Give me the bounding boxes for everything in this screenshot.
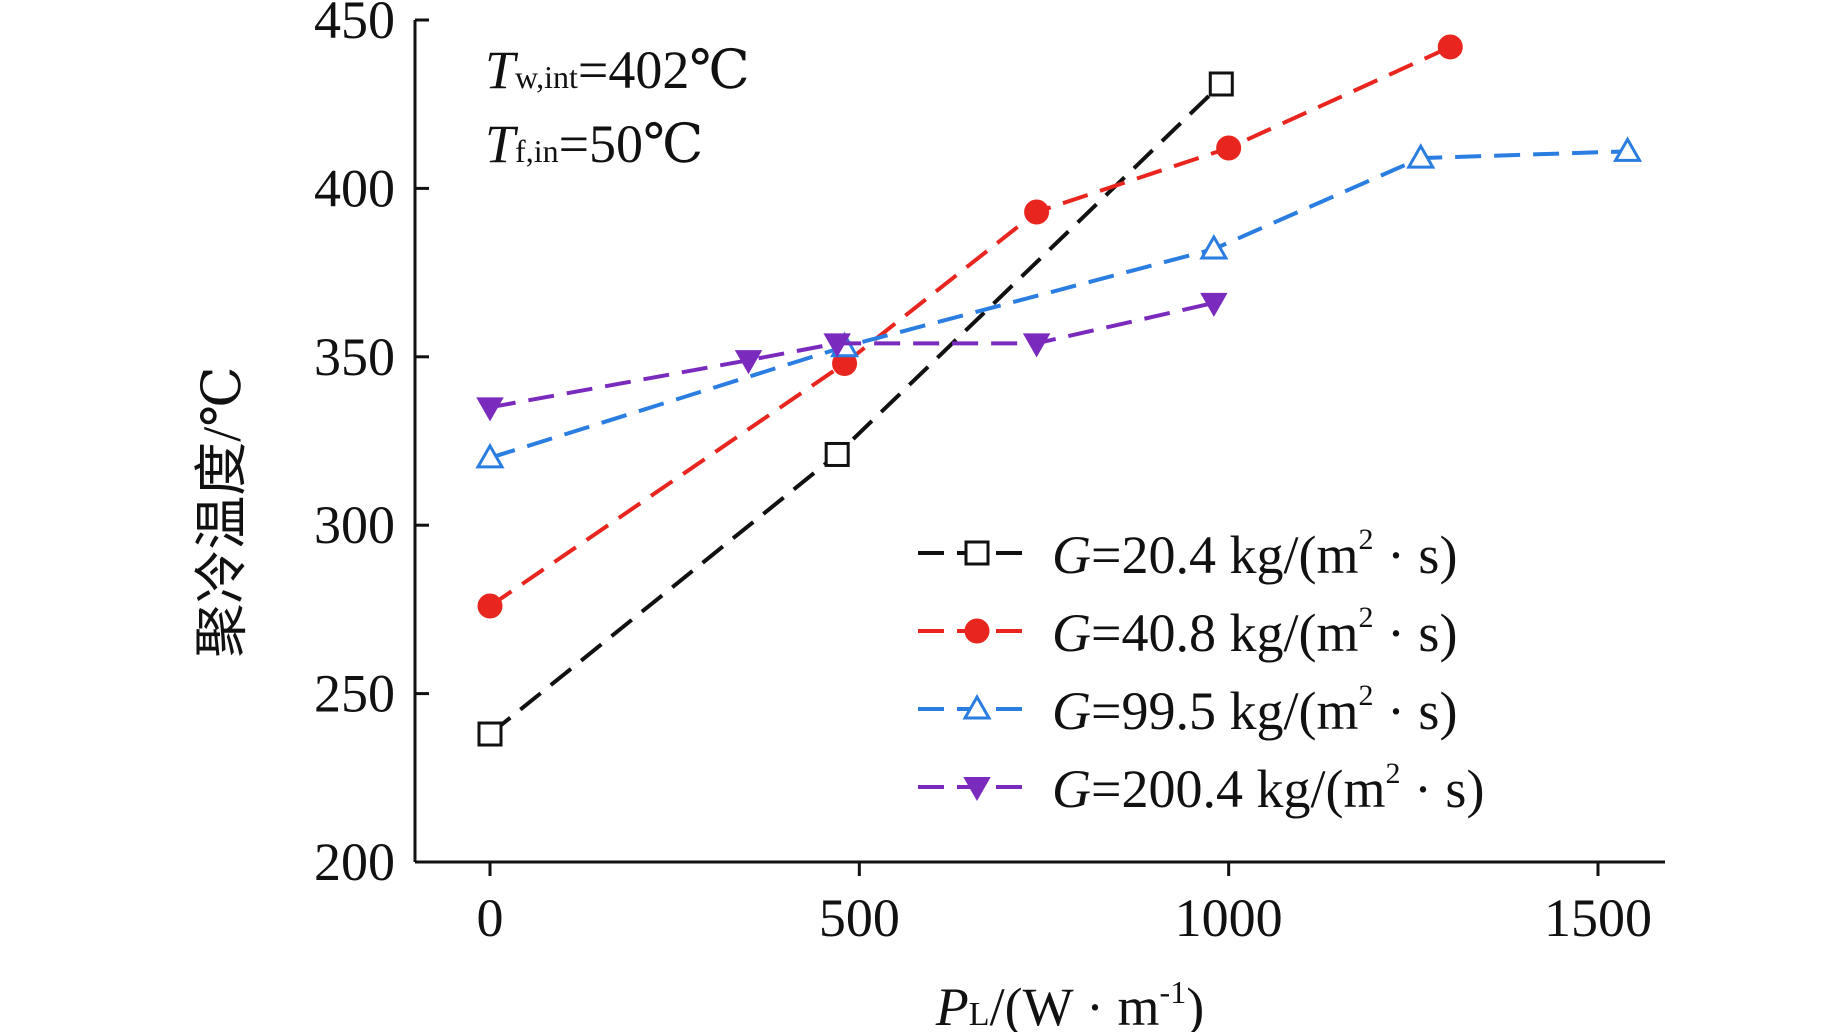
- x-tick-label: 500: [819, 888, 900, 948]
- x-tick-label: 1000: [1175, 888, 1283, 948]
- data-point: [476, 397, 504, 422]
- annotation-text: Tw,int=402℃: [485, 40, 750, 100]
- data-point: [1208, 71, 1234, 97]
- series-layer: [475, 34, 1643, 747]
- legend-marker: [964, 618, 990, 644]
- data-point: [1437, 34, 1463, 60]
- data-point: [1612, 136, 1643, 162]
- axes: 0 500 1000 1500 200 250 300 350 400 450: [314, 0, 1665, 948]
- data-point: [1406, 143, 1436, 169]
- data-point: [1024, 199, 1050, 225]
- y-axis-title: 聚冷温度/℃: [192, 366, 252, 657]
- data-point: [1199, 234, 1229, 260]
- legend: G=20.4 kg/(m2 · s) G=40.8 kg/(m2 · s) G=99…: [918, 523, 1484, 819]
- legend-marker: [963, 777, 991, 802]
- x-axis-title: PL/(W · m-1): [935, 974, 1204, 1032]
- legend-marker: [964, 540, 990, 566]
- y-tick-label: 450: [314, 0, 395, 50]
- legend-item: G=99.5 kg/(m2 · s): [918, 679, 1457, 741]
- data-point: [1216, 135, 1242, 161]
- annotation-text: Tf,in=50℃: [485, 114, 703, 174]
- y-tick-label: 200: [314, 832, 395, 892]
- series-2: [475, 136, 1643, 469]
- series-0: [477, 71, 1234, 747]
- data-point: [477, 721, 503, 747]
- y-tick-label: 300: [314, 495, 395, 555]
- x-tick-label: 1500: [1544, 888, 1652, 948]
- annotation-inlet-temperature: Tf,in=50℃: [485, 114, 703, 174]
- y-tick-label: 400: [314, 158, 395, 218]
- legend-item: G=40.8 kg/(m2 · s): [918, 601, 1457, 663]
- data-point: [475, 442, 505, 469]
- x-ticks: 0 500 1000 1500: [477, 862, 1652, 948]
- series-line: [489, 149, 1628, 460]
- legend-label: G=20.4 kg/(m2 · s): [1052, 523, 1457, 585]
- legend-item: G=200.4 kg/(m2 · s): [918, 757, 1484, 819]
- legend-label: G=200.4 kg/(m2 · s): [1052, 757, 1484, 819]
- annotation-wall-temperature: Tw,int=402℃: [485, 40, 750, 100]
- data-point: [1022, 333, 1051, 358]
- legend-label: G=99.5 kg/(m2 · s): [1052, 679, 1457, 741]
- y-ticks: 200 250 300 350 400 450: [314, 0, 429, 892]
- data-point: [1200, 292, 1228, 317]
- data-point: [734, 350, 763, 375]
- x-tick-label: 0: [477, 888, 504, 948]
- legend-marker: [962, 693, 992, 720]
- y-tick-label: 250: [314, 664, 395, 724]
- legend-item: G=20.4 kg/(m2 · s): [918, 523, 1457, 585]
- data-point: [824, 441, 850, 467]
- series-1: [477, 34, 1463, 619]
- data-point: [823, 333, 851, 358]
- legend-label: G=40.8 kg/(m2 · s): [1052, 601, 1457, 663]
- y-tick-label: 350: [314, 327, 395, 387]
- series-3: [476, 292, 1228, 422]
- data-point: [477, 593, 503, 619]
